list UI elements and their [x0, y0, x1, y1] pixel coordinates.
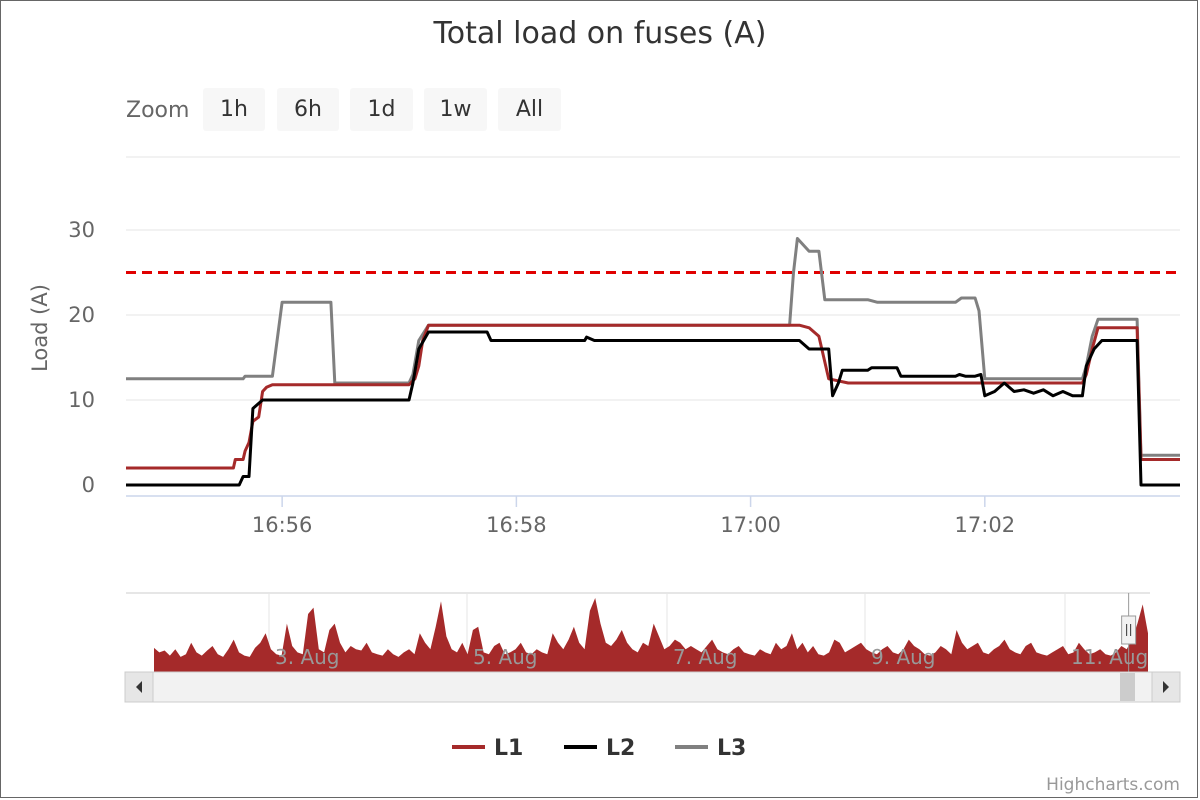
- y-axis-label: Load (A): [28, 284, 52, 372]
- scroll-right-button[interactable]: [1151, 671, 1181, 703]
- scroll-left-button[interactable]: [124, 671, 154, 703]
- y-tick-label: 0: [82, 473, 95, 497]
- series-line-l1[interactable]: [126, 323, 1180, 470]
- legend-item-l2[interactable]: L2: [564, 736, 635, 761]
- navigator-tick-label: 11. Aug: [1071, 645, 1148, 669]
- x-tick-label: 17:00: [720, 513, 781, 537]
- scrollbar-thumb[interactable]: [1120, 673, 1135, 701]
- navigator-handle[interactable]: [1121, 615, 1137, 645]
- arrow-left-icon: [136, 681, 142, 693]
- zoom-label: Zoom: [126, 98, 189, 123]
- credits-link[interactable]: Highcharts.com: [1046, 775, 1180, 795]
- zoom-button-1h[interactable]: 1h: [203, 88, 265, 131]
- x-axis: 16:56 16:58 17:00 17:02: [126, 495, 1180, 537]
- legend: L1 L2 L3: [452, 736, 746, 761]
- zoom-button-bg[interactable]: [277, 88, 339, 131]
- navigator-tick-label: 9. Aug: [871, 645, 936, 669]
- scrollbar-track[interactable]: [124, 671, 1181, 703]
- x-tick-label: 17:02: [955, 513, 1016, 537]
- series-lines: [126, 237, 1180, 487]
- x-tick-label: 16:58: [486, 513, 547, 537]
- scrollbar[interactable]: [124, 671, 1181, 703]
- chart-title: Total load on fuses (A): [433, 16, 767, 51]
- zoom-button-label[interactable]: 1d: [368, 97, 396, 122]
- grid-lines: [126, 156, 1180, 401]
- zoom-button-1w[interactable]: 1w: [424, 88, 487, 131]
- y-tick-label: 20: [68, 303, 95, 327]
- zoom-button-1d[interactable]: 1d: [350, 88, 413, 131]
- zoom-button-label[interactable]: All: [516, 97, 543, 122]
- zoom-button-bg[interactable]: [350, 88, 413, 131]
- navigator[interactable]: 3. Aug 5. Aug 7. Aug 9. Aug 11. Aug: [124, 592, 1181, 703]
- zoom-button-label[interactable]: 1w: [440, 97, 472, 122]
- legend-label[interactable]: L3: [717, 736, 746, 761]
- y-tick-label: 30: [68, 218, 95, 242]
- x-tick-label: 16:56: [252, 513, 313, 537]
- navigator-tick-label: 7. Aug: [673, 645, 738, 669]
- series-line-l2[interactable]: [126, 330, 1180, 487]
- zoom-button-bg[interactable]: [424, 88, 487, 131]
- zoom-button-label[interactable]: 6h: [294, 97, 322, 122]
- range-selector-buttons: 1h 6h 1d 1w All: [203, 88, 561, 131]
- navigator-handle-box[interactable]: [1121, 615, 1137, 645]
- zoom-button-label[interactable]: 1h: [220, 97, 248, 122]
- y-tick-label: 10: [68, 388, 95, 412]
- arrow-right-icon: [1163, 681, 1169, 693]
- legend-label[interactable]: L2: [606, 736, 635, 761]
- navigator-tick-label: 3. Aug: [275, 645, 340, 669]
- zoom-button-bg[interactable]: [498, 88, 561, 131]
- legend-item-l3[interactable]: L3: [675, 736, 746, 761]
- navigator-area: [154, 598, 1148, 672]
- legend-label[interactable]: L1: [494, 736, 523, 761]
- navigator-tick-label: 5. Aug: [473, 645, 538, 669]
- y-axis-ticks: 0 10 20 30: [68, 218, 95, 497]
- legend-item-l1[interactable]: L1: [452, 736, 523, 761]
- zoom-button-all[interactable]: All: [498, 88, 561, 131]
- zoom-button-bg[interactable]: [203, 88, 265, 131]
- series-line-l3[interactable]: [126, 237, 1180, 457]
- zoom-button-6h[interactable]: 6h: [277, 88, 339, 131]
